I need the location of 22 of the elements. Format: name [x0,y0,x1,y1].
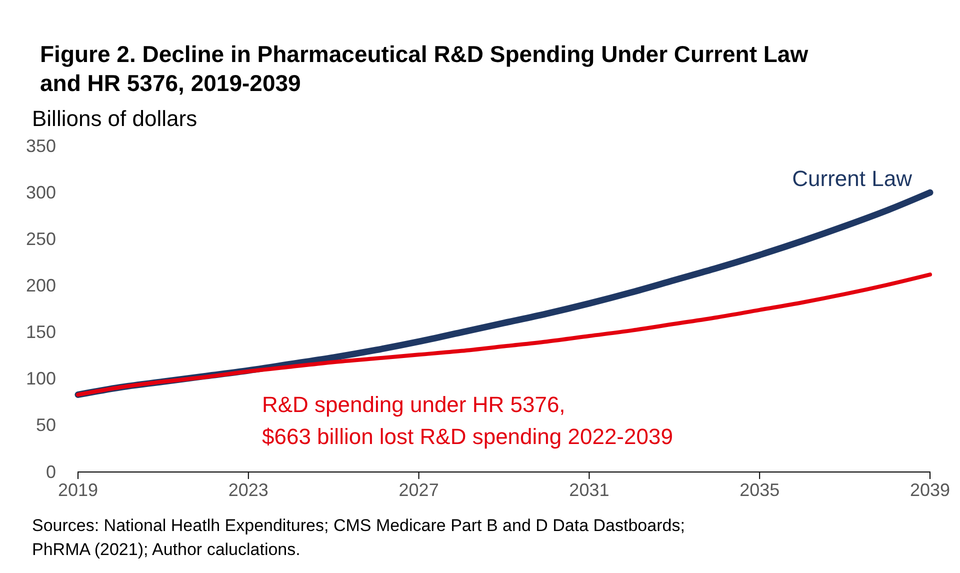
x-tick-label: 2019 [58,480,98,500]
annotation: $663 billion lost R&D spending 2022-2039 [262,424,673,449]
y-axis-title: Billions of dollars [32,106,198,131]
series-label: R&D spending under HR 5376, [262,392,566,417]
y-tick-label: 250 [26,228,56,249]
y-tick-label: 0 [46,462,56,482]
y-tick-label: 350 [26,136,56,156]
x-tick-label: 2031 [569,480,610,500]
x-tick-label: 2039 [910,480,950,500]
source-note: Sources: National Heatlh Expenditures; CMS Medicare Part B and D Data Dastboards; [32,516,685,535]
x-tick-label: 2023 [228,480,268,500]
x-tick-label: 2035 [740,480,780,500]
y-tick-label: 100 [26,368,56,389]
y-tick-label: 200 [26,275,56,296]
text: PhRMA (2021); Author caluclations. [32,540,300,559]
y-tick-label: 150 [26,322,56,342]
line-series [76,272,932,397]
y-tick-label: 50 [36,415,56,436]
series-label: Current Law [792,166,912,191]
y-tick-label: 300 [26,182,56,202]
x-tick-label: 2027 [398,480,439,500]
chart-title: Figure 2. Decline in Pharmaceutical R&D Spending Under Current Law and HR 5376, 2019-2039 [40,41,808,96]
